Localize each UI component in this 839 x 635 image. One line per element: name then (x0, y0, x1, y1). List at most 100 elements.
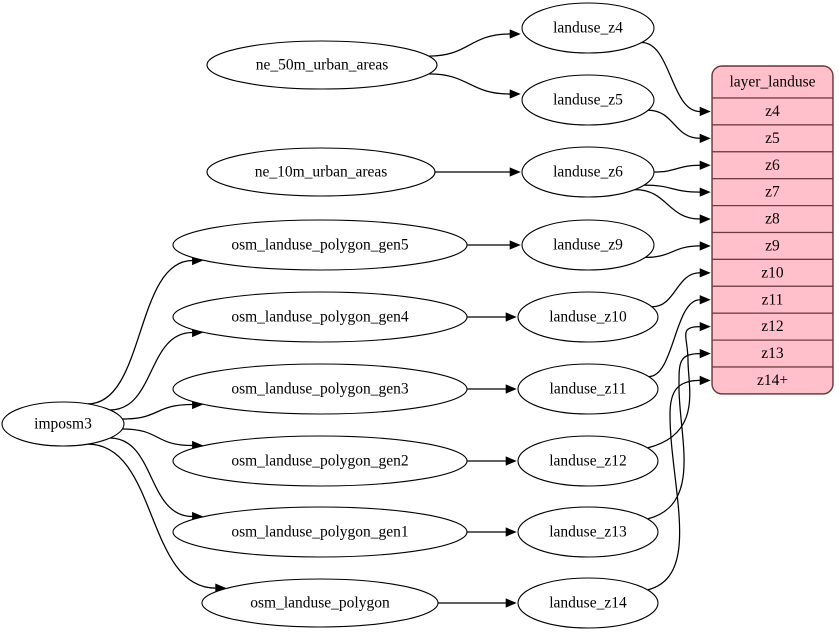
edge-landuse-z14-to-row-z14plus (647, 375, 711, 591)
node-label-landuse-z13: landuse_z13 (549, 524, 627, 541)
node-landuse-z11[interactable]: landuse_z11 (517, 363, 659, 415)
table-row-label-z11: z11 (762, 291, 784, 308)
edge-arrowhead (699, 268, 711, 278)
node-landuse-z4[interactable]: landuse_z4 (521, 2, 655, 54)
node-osm-landuse-polygon-gen4[interactable]: osm_landuse_polygon_gen4 (172, 291, 468, 343)
node-label-landuse-z6: landuse_z6 (553, 164, 623, 181)
node-label-osm-landuse-polygon-gen4: osm_landuse_polygon_gen4 (231, 309, 409, 326)
node-landuse-z14[interactable]: landuse_z14 (517, 577, 659, 629)
nodes-layer: imposm3 ne_50m_urban_areas ne_10m_urban_ar… (1, 2, 659, 629)
edge-landuse-z13-to-row-z13 (647, 348, 711, 520)
node-landuse-z13[interactable]: landuse_z13 (517, 506, 659, 558)
table-row-label-z14plus: z14+ (757, 372, 788, 389)
edge-arrowhead (699, 214, 711, 224)
edge-landuse-z11-to-row-z11 (648, 295, 711, 378)
node-landuse-z10[interactable]: landuse_z10 (517, 291, 659, 343)
node-label-landuse-z9: landuse_z9 (553, 237, 623, 254)
node-ne-10m-urban-areas[interactable]: ne_10m_urban_areas (206, 147, 436, 197)
table-row-label-z8: z8 (765, 211, 780, 228)
edge-arrowhead (699, 106, 711, 117)
table-outline (711, 65, 834, 395)
node-landuse-z5[interactable]: landuse_z5 (521, 74, 655, 126)
edge-line (644, 184, 701, 193)
node-label-landuse-z5: landuse_z5 (553, 92, 623, 109)
node-ellipse-landuse-z6 (521, 146, 655, 198)
edge-imposm3-to-osm-landuse-polygon-gen2 (122, 428, 204, 451)
node-ellipse-landuse-z13 (517, 506, 659, 558)
edge-line (653, 164, 701, 173)
node-osm-landuse-polygon-gen1[interactable]: osm_landuse_polygon_gen1 (172, 506, 468, 558)
node-ellipse-ne-50m-urban-areas (206, 40, 438, 90)
layer-landuse-table: layer_landuse z4 z5 z6 z7 z8 z9 z10 z11 z12 z13 z14… (711, 65, 834, 395)
table-row-label-z12: z12 (761, 318, 783, 335)
edge-ne50-to-landuse-z4 (428, 29, 521, 57)
edge-line (87, 259, 193, 405)
table-row-label-z10: z10 (761, 264, 784, 281)
edge-landuse-z9-to-row-z9 (645, 241, 711, 259)
node-label-imposm3: imposm3 (34, 416, 92, 433)
table-row-label-z4: z4 (765, 103, 780, 120)
edge-line (647, 379, 701, 591)
edge-arrowhead (505, 384, 517, 394)
node-label-osm-landuse-polygon-gen2: osm_landuse_polygon_gen2 (231, 453, 408, 470)
edge-landuse-z6-to-row-z7 (644, 184, 711, 197)
node-landuse-z9[interactable]: landuse_z9 (521, 219, 655, 271)
edge-arrowhead (505, 598, 517, 608)
table-row-cell-z7[interactable] (712, 178, 833, 207)
node-label-landuse-z12: landuse_z12 (549, 453, 626, 470)
node-imposm3[interactable]: imposm3 (1, 401, 125, 447)
node-osm-landuse-polygon-gen3[interactable]: osm_landuse_polygon_gen3 (172, 363, 468, 415)
edge-landuse-z12-to-row-z12 (647, 321, 711, 449)
table-row-cell-z9[interactable] (712, 231, 833, 260)
edge-line (641, 41, 701, 113)
table-row-cell-z13[interactable] (712, 339, 833, 368)
edge-osm-landuse-polygon-gen3-to-landuse-z11 (467, 384, 517, 394)
node-ellipse-imposm3 (1, 401, 125, 447)
edge-osm-landuse-polygon-gen1-to-landuse-z13 (467, 527, 517, 537)
node-ellipse-landuse-z12 (517, 435, 659, 487)
node-label-osm-landuse-polygon-gen3: osm_landuse_polygon_gen3 (231, 381, 409, 398)
node-label-ne-10m-urban-areas: ne_10m_urban_areas (255, 164, 388, 181)
edge-osm-landuse-polygon-to-landuse-z14 (438, 598, 517, 608)
node-landuse-z6[interactable]: landuse_z6 (521, 146, 655, 198)
edge-arrowhead (509, 167, 521, 177)
edge-line (634, 188, 701, 220)
edge-arrowhead (699, 187, 711, 197)
edge-arrowhead (509, 89, 521, 99)
node-ellipse-landuse-z14 (517, 577, 659, 629)
edge-arrowhead (699, 375, 711, 386)
table-row-label-z6: z6 (765, 157, 780, 174)
edge-landuse-z5-to-row-z5 (648, 109, 711, 144)
edge-line (648, 299, 701, 378)
edge-arrowhead (699, 241, 711, 251)
edge-landuse-z10-to-row-z10 (651, 268, 711, 308)
node-label-osm-landuse-polygon: osm_landuse_polygon (250, 595, 390, 612)
table-row-cell-z14plus[interactable] (712, 366, 833, 394)
table-row-cell-z4[interactable] (712, 97, 833, 126)
table-header-label: layer_landuse (729, 74, 815, 91)
node-osm-landuse-polygon[interactable]: osm_landuse_polygon (201, 578, 439, 628)
node-ne-50m-urban-areas[interactable]: ne_50m_urban_areas (206, 40, 438, 90)
edge-line (428, 33, 511, 57)
edge-arrowhead (699, 133, 711, 144)
edge-osm-landuse-polygon-gen2-to-landuse-z12 (467, 456, 517, 466)
node-landuse-z12[interactable]: landuse_z12 (517, 435, 659, 487)
node-ellipse-landuse-z4 (521, 2, 655, 54)
node-ellipse-ne-10m-urban-areas (206, 147, 436, 197)
table-row-label-z13: z13 (761, 345, 784, 362)
table-body (712, 66, 833, 394)
node-label-osm-landuse-polygon-gen5: osm_landuse_polygon_gen5 (231, 237, 409, 254)
edge-landuse-z6-to-row-z8 (634, 188, 711, 224)
edge-landuse-z6-to-row-z6 (653, 160, 711, 173)
node-osm-landuse-polygon-gen5[interactable]: osm_landuse_polygon_gen5 (172, 219, 468, 271)
node-ellipse-osm-landuse-polygon-gen3 (172, 363, 468, 415)
table-row-cell-z8[interactable] (712, 205, 833, 234)
node-osm-landuse-polygon-gen2[interactable]: osm_landuse_polygon_gen2 (172, 435, 468, 487)
node-ellipse-landuse-z10 (517, 291, 659, 343)
edge-line (651, 272, 701, 308)
node-ellipse-landuse-z5 (521, 74, 655, 126)
node-ellipse-osm-landuse-polygon-gen5 (172, 219, 468, 271)
table-row-label-z9: z9 (765, 238, 780, 255)
edge-line (648, 109, 701, 139)
